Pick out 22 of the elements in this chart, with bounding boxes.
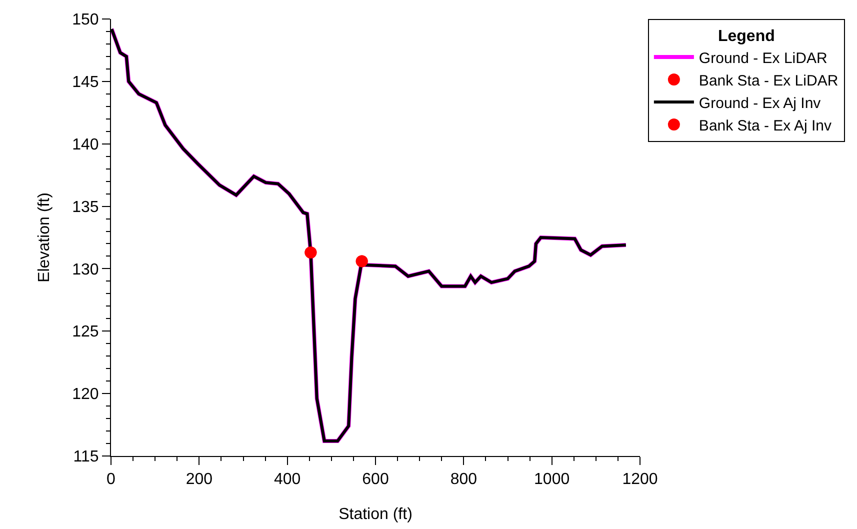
y-tick-label: 115 bbox=[73, 448, 99, 466]
legend-label: Bank Sta - Ex LiDAR bbox=[698, 72, 838, 90]
y-tick-label: 120 bbox=[72, 386, 99, 404]
x-tick-label: 1000 bbox=[534, 471, 570, 488]
y-tick-label: 140 bbox=[72, 136, 99, 154]
legend-label: Ground - Ex LiDAR bbox=[698, 50, 828, 67]
y-tick-label: 130 bbox=[72, 261, 99, 278]
x-tick-label: 400 bbox=[274, 471, 301, 488]
x-tick-label: 0 bbox=[106, 471, 116, 488]
legend-label: Ground - Ex Aj Inv bbox=[698, 94, 822, 112]
legend-label: Bank Sta - Ex Aj Inv bbox=[698, 117, 832, 134]
x-axis-title: Station (ft) bbox=[338, 506, 412, 523]
y-tick-label: 135 bbox=[72, 198, 99, 216]
y-axis-title: Elevation (ft) bbox=[36, 192, 53, 282]
y-tick-label: 125 bbox=[72, 324, 99, 341]
x-tick-label: 200 bbox=[186, 471, 213, 488]
y-tick-label: 150 bbox=[72, 12, 99, 29]
y-tick-label: 145 bbox=[72, 74, 99, 92]
legend-title: Legend bbox=[718, 28, 775, 45]
x-tick-label: 1200 bbox=[622, 471, 658, 488]
x-tick-label: 800 bbox=[450, 471, 478, 488]
x-tick-label: 600 bbox=[362, 471, 389, 488]
